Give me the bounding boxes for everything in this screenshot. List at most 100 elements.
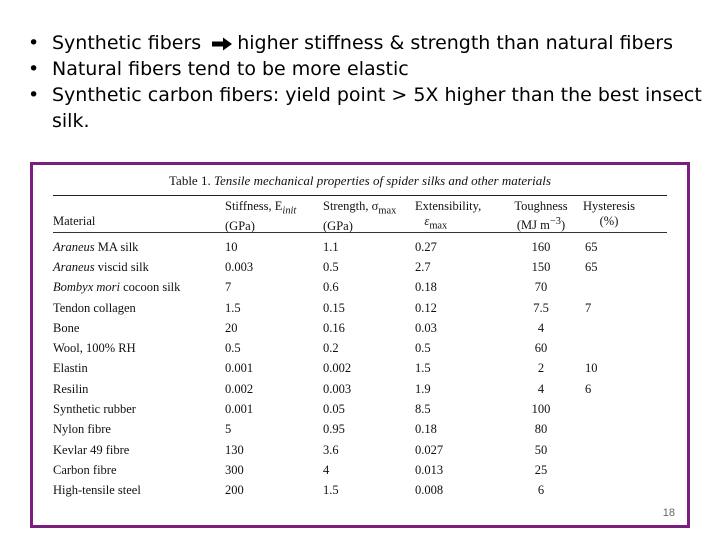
cell-material-name: cocoon silk	[120, 280, 181, 295]
table-row: Bombyx mori cocoon silk 7 0.6 0.18 70	[53, 278, 667, 298]
cell-hysteresis: 6	[585, 381, 592, 396]
bullet-text: Natural fibers tend to be more elastic	[52, 58, 409, 80]
table-row: High-tensile steel 200 1.5 0.008 6	[53, 481, 667, 501]
cell-extensibility: 0.5	[415, 341, 431, 356]
cell-extensibility: 1.5	[415, 361, 431, 376]
cell-material-name: MA silk	[94, 239, 139, 254]
header-extensibility-label: Extensibility,	[415, 199, 482, 213]
cell-material-genus: Araneus	[53, 259, 95, 274]
header-toughness-label: Toughness	[514, 199, 568, 213]
cell-material-name: Bone	[53, 320, 80, 335]
table-row: Wool, 100% RH 0.5 0.2 0.5 60	[53, 338, 667, 358]
header-strength-sub: max	[378, 205, 397, 217]
cell-hysteresis: 65	[585, 239, 598, 254]
header-strength-label: Strength, σ	[323, 199, 379, 213]
bullet-text: Synthetic fibers	[52, 32, 202, 54]
cell-toughness: 80	[534, 422, 548, 437]
cell-toughness: 50	[534, 442, 548, 457]
cell-toughness: 7.5	[533, 300, 549, 315]
header-toughness-close: )	[560, 218, 566, 233]
cell-toughness: 150	[531, 259, 551, 274]
bullet-dot: •	[28, 32, 40, 54]
table-row: Nylon fibre 5 0.95 0.18 80	[53, 420, 667, 440]
cell-extensibility: 0.12	[415, 300, 437, 315]
cell-toughness: 160	[531, 239, 551, 254]
cell-extensibility: 0.18	[415, 280, 437, 295]
cell-material: Nylon fibre	[53, 422, 225, 437]
cell-material: Tendon collagen	[53, 301, 225, 316]
table-top-rule	[53, 195, 667, 196]
cell-material: Elastin	[53, 361, 225, 376]
cell-toughness: 4	[537, 320, 545, 335]
cell-material: Kevlar 49 fibre	[53, 443, 225, 458]
cell-stiffness: 7	[225, 280, 232, 295]
cell-strength: 0.16	[323, 320, 345, 335]
table-row: Elastin 0.001 0.002 1.5 2 10	[53, 359, 667, 379]
cell-strength: 1.1	[323, 239, 339, 254]
cell-strength: 0.003	[323, 381, 352, 396]
header-hysteresis-label: Hysteresis	[582, 199, 636, 213]
cell-extensibility: 1.9	[415, 381, 431, 396]
cell-stiffness: 300	[225, 462, 244, 477]
cell-extensibility: 0.27	[415, 239, 437, 254]
header-hysteresis-unit: (%)	[599, 214, 619, 228]
header-toughness-unit: (MJ m	[516, 218, 550, 233]
cell-toughness: 100	[531, 402, 551, 417]
cell-material-name: Kevlar 49 fibre	[53, 442, 130, 457]
cell-hysteresis: 65	[585, 259, 598, 274]
cell-hysteresis: 10	[585, 361, 598, 376]
cell-material: Bone	[53, 321, 225, 336]
bullet-dot: •	[28, 58, 40, 80]
cell-toughness: 25	[534, 462, 548, 477]
cell-hysteresis: 7	[585, 300, 592, 315]
cell-stiffness: 0.5	[225, 341, 241, 356]
cell-material-genus: Araneus	[53, 239, 95, 254]
header-strength: Strength, σmax (GPa)	[323, 196, 415, 233]
header-extensibility: Extensibility, εmax	[415, 196, 503, 232]
bullet-item: • Synthetic fibers higher stiffness & st…	[28, 30, 708, 56]
cell-strength: 0.15	[323, 300, 345, 315]
table-row: Araneus MA silk 10 1.1 0.27 160 65	[53, 237, 667, 257]
table-caption: Table 1. Tensile mechanical properties o…	[45, 173, 675, 189]
cell-strength: 0.002	[323, 361, 352, 376]
cell-material-name: Tendon collagen	[53, 300, 136, 315]
cell-extensibility: 0.013	[415, 462, 444, 477]
header-material: Material	[53, 214, 96, 228]
table-row: Bone 20 0.16 0.03 4	[53, 318, 667, 338]
cell-strength: 0.6	[323, 280, 339, 295]
cell-material: Wool, 100% RH	[53, 341, 225, 356]
bullet-item: • Synthetic carbon fibers: yield point >…	[28, 82, 708, 134]
table-caption-number: Table 1.	[169, 173, 211, 188]
cell-extensibility: 0.18	[415, 422, 437, 437]
cell-strength: 4	[323, 462, 330, 477]
cell-extensibility: 0.027	[415, 442, 444, 457]
right-arrow-icon	[212, 37, 233, 50]
bullet-text: higher stiffness & strength than natural…	[237, 32, 673, 54]
cell-stiffness: 5	[225, 422, 232, 437]
header-stiffness-sub: init	[282, 205, 297, 217]
header-hysteresis: Hysteresis (%)	[579, 196, 639, 232]
page-number: 18	[662, 507, 675, 519]
cell-material: Bombyx mori cocoon silk	[53, 280, 225, 295]
header-stiffness: Stiffness, Einit (GPa)	[225, 196, 323, 233]
cell-material-name: Nylon fibre	[53, 422, 111, 437]
cell-extensibility: 0.008	[415, 483, 444, 498]
header-extensibility-symbol: ε	[424, 214, 430, 228]
cell-stiffness: 200	[225, 483, 244, 498]
bullet-item: • Natural fibers tend to be more elastic	[28, 56, 708, 82]
cell-toughness: 70	[534, 280, 548, 295]
cell-material: Araneus viscid silk	[53, 260, 225, 275]
cell-strength: 0.2	[323, 341, 339, 356]
cell-stiffness: 0.003	[225, 259, 254, 274]
cell-material-name: Elastin	[53, 361, 88, 376]
table-body: Araneus MA silk 10 1.1 0.27 160 65 Araneus vis…	[45, 237, 675, 501]
cell-material-name: High-tensile steel	[53, 483, 141, 498]
bullet-text: Synthetic carbon fibers: yield point > 5…	[52, 84, 702, 132]
cell-extensibility: 8.5	[415, 402, 431, 417]
table-row: Synthetic rubber 0.001 0.05 8.5 100	[53, 399, 667, 419]
table-header-row: Material Stiffness, Einit (GPa) Strength…	[53, 196, 667, 233]
cell-material: Carbon fibre	[53, 463, 225, 478]
header-toughness: Toughness (MJ m−3)	[503, 196, 579, 232]
table-row: Carbon fibre 300 4 0.013 25	[53, 460, 667, 480]
cell-strength: 1.5	[323, 483, 339, 498]
